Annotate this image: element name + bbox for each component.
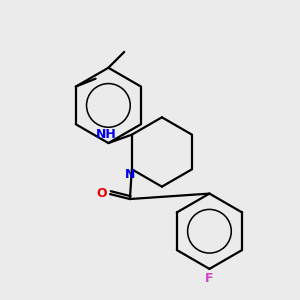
Text: NH: NH xyxy=(96,128,117,141)
Text: N: N xyxy=(125,168,135,181)
Text: O: O xyxy=(97,187,107,200)
Text: F: F xyxy=(205,272,214,285)
